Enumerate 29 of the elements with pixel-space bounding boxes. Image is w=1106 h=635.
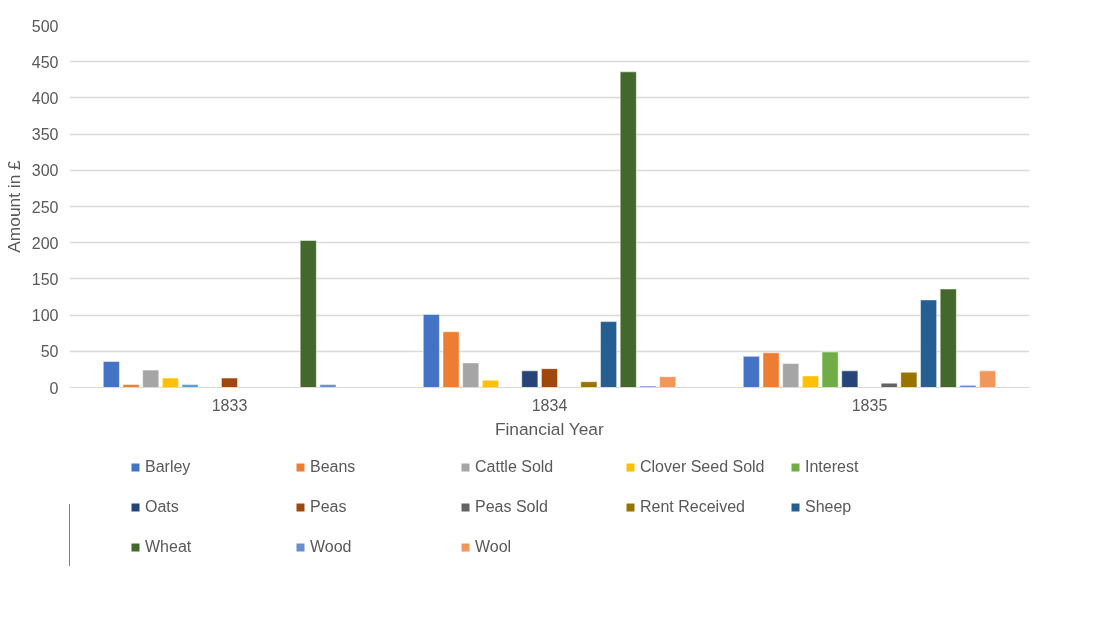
legend-label: Wood: [310, 538, 353, 556]
legend-label: Wool: [475, 538, 513, 556]
legend-label: Wheat: [145, 538, 193, 556]
legend-label: Barley: [145, 458, 192, 476]
x-tick-label: 1834: [531, 396, 568, 414]
y-tick-label: 50: [40, 343, 59, 361]
legend-label: Rent Received: [640, 498, 746, 516]
legend-label: Beans: [310, 458, 357, 476]
x-tick-label: 1833: [211, 396, 248, 414]
y-tick-label: 300: [31, 162, 59, 180]
legend-label: Interest: [805, 458, 860, 476]
y-axis-title: Amount in £: [3, 159, 24, 253]
x-tick-label: 1835: [851, 396, 888, 414]
y-tick-label: 450: [31, 53, 59, 71]
y-tick-label: 400: [31, 89, 59, 107]
x-axis-title: Financial Year: [494, 418, 604, 439]
y-tick-label: 0: [49, 379, 59, 397]
legend-label: Oats: [145, 498, 180, 516]
y-tick-label: 100: [31, 307, 59, 325]
y-tick-label: 350: [31, 126, 59, 144]
legend-label: Peas Sold: [475, 498, 549, 516]
y-tick-label: 200: [31, 234, 59, 252]
legend-label: Clover Seed Sold: [640, 458, 766, 476]
legend-label: Sheep: [805, 498, 853, 516]
legend-label: Peas: [310, 498, 348, 516]
y-tick-label: 500: [31, 17, 59, 35]
y-tick-label: 150: [31, 270, 59, 288]
y-tick-label: 250: [31, 198, 59, 216]
legend-label: Cattle Sold: [475, 458, 555, 476]
